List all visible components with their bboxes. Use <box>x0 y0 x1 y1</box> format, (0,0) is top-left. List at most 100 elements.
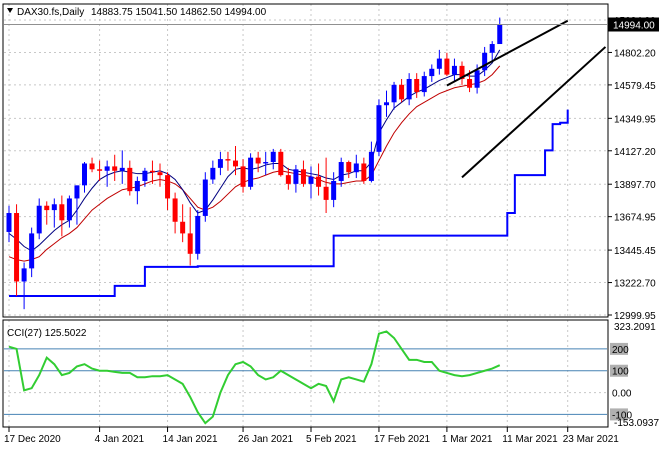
candle <box>134 176 140 205</box>
candle-body <box>6 213 12 232</box>
candle <box>489 41 495 62</box>
trendline <box>446 19 569 87</box>
trendline <box>461 46 607 179</box>
candle-body <box>263 162 269 164</box>
candle <box>278 148 284 177</box>
indicator-bottom-label: -153.0937 <box>614 418 659 429</box>
candle <box>172 192 178 234</box>
indicator-top-label: 323.2091 <box>614 322 656 333</box>
candle <box>368 141 374 183</box>
indicator-level-box <box>610 364 628 377</box>
candle-body <box>165 175 171 199</box>
candle <box>391 81 397 110</box>
candle <box>119 150 125 184</box>
candle <box>346 160 352 179</box>
indicator-level-label: 0.00 <box>612 389 632 400</box>
candle-body <box>74 185 80 199</box>
candle-body <box>240 166 246 187</box>
candle <box>180 204 186 243</box>
candle-body <box>104 166 110 171</box>
price-panel-frame <box>2 3 609 318</box>
symbol-label: DAX30.fs,Daily <box>17 7 84 18</box>
candle <box>217 151 223 176</box>
candle <box>29 227 35 278</box>
candle-body <box>180 221 186 234</box>
candle <box>406 73 412 106</box>
candle-body <box>406 78 412 100</box>
candle-body <box>14 213 20 282</box>
candle-body <box>233 160 238 167</box>
candle-body <box>474 70 480 88</box>
date-tick-label: 1 Mar 2021 <box>442 434 493 445</box>
candle-body <box>89 163 95 170</box>
indicator-axis: 200 100 0.00 -100 323.2091 -153.0937 <box>610 322 659 429</box>
candle-body <box>429 68 435 77</box>
date-tick-label: 5 Feb 2021 <box>306 434 357 445</box>
price-tick-label: 14579.45 <box>614 81 656 92</box>
candle <box>127 160 133 196</box>
candle <box>399 78 405 103</box>
candle-body <box>187 233 193 254</box>
candle <box>66 195 72 228</box>
candle <box>74 185 80 225</box>
candle-body <box>157 172 163 176</box>
candle <box>210 160 216 184</box>
candle-body <box>391 84 397 103</box>
indicator-level-label: 200 <box>612 345 629 356</box>
candle <box>97 160 103 181</box>
candle-body <box>436 58 442 69</box>
candle <box>248 153 254 190</box>
date-tick-label: 17 Feb 2021 <box>374 434 431 445</box>
collapse-triangle-icon <box>7 8 13 13</box>
candle <box>384 90 389 117</box>
candle-body <box>66 198 72 221</box>
indicator-level-label: -100 <box>612 410 632 421</box>
price-tick-label: 13674.95 <box>614 213 656 224</box>
price-axis: 15024.9014802.2014579.4514349.9514127.20… <box>608 16 659 322</box>
candle <box>353 154 359 179</box>
candle <box>157 163 163 187</box>
current-price-box <box>608 17 659 32</box>
candle-body <box>293 169 299 184</box>
price-plot <box>4 17 607 310</box>
ohlc-values: 14883.75 15041.50 14862.50 14994.00 <box>91 7 267 18</box>
support-line <box>9 109 569 298</box>
candle-body <box>142 170 148 181</box>
candle <box>293 164 299 193</box>
candle <box>497 17 503 45</box>
candle-body <box>225 159 231 161</box>
candle-body <box>172 198 178 222</box>
candle-body <box>195 215 201 254</box>
candle-body <box>36 205 42 234</box>
candle <box>112 154 118 181</box>
candle <box>482 46 488 77</box>
candle <box>225 151 231 171</box>
candle-body <box>346 162 352 173</box>
candle <box>429 64 435 82</box>
indicator-level-box <box>610 342 628 355</box>
candle-body <box>217 159 223 168</box>
candle <box>6 205 12 243</box>
indicator-label: CCI(27) 125.5022 <box>7 328 87 339</box>
candle-body <box>376 105 382 152</box>
price-tick-label: 12999.95 <box>614 311 656 322</box>
candle-body <box>338 162 344 181</box>
candle-body <box>399 84 405 100</box>
candle-body <box>210 167 216 180</box>
candle-body <box>489 44 495 53</box>
candle <box>240 159 246 193</box>
candle-body <box>29 233 35 269</box>
candle-body <box>316 176 322 187</box>
chart-header: DAX30.fs,Daily 14883.75 15041.50 14862.5… <box>7 7 267 18</box>
candle-body <box>202 179 208 216</box>
candle <box>316 163 322 196</box>
candle <box>202 172 208 222</box>
date-tick-label: 11 Mar 2021 <box>502 434 558 445</box>
candle <box>233 146 238 176</box>
candle-body <box>300 169 306 184</box>
indicator-panel-frame <box>2 319 609 428</box>
candle <box>21 262 27 310</box>
candle <box>263 151 269 176</box>
candle <box>414 73 420 98</box>
